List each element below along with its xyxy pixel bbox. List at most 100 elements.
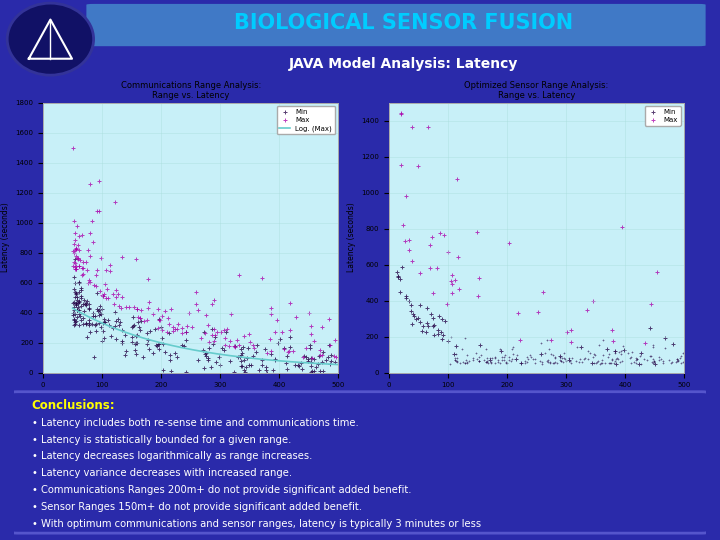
- Min: [181, 328, 192, 336]
- Min: [405, 301, 416, 309]
- Max: [153, 316, 164, 325]
- Point: [519, 359, 531, 367]
- Point: [503, 353, 515, 361]
- Min: [586, 358, 598, 367]
- Point: [647, 343, 658, 352]
- Max: [209, 336, 220, 345]
- Min: [68, 315, 80, 323]
- Max: [84, 252, 95, 260]
- Text: JAVA Model Analysis: Latency: JAVA Model Analysis: Latency: [289, 57, 518, 71]
- Min: [442, 336, 454, 345]
- Point: [579, 354, 590, 363]
- Max: [117, 293, 128, 302]
- Point: [588, 359, 599, 367]
- Min: [71, 312, 83, 321]
- Max: [314, 350, 325, 359]
- Max: [328, 352, 339, 361]
- Max: [107, 290, 119, 299]
- Point: [490, 353, 501, 362]
- Point: [671, 354, 683, 363]
- Min: [92, 307, 104, 315]
- Max: [94, 177, 105, 186]
- Max: [438, 231, 450, 239]
- Max: [153, 324, 164, 333]
- Min: [73, 306, 85, 314]
- Min: [89, 352, 100, 361]
- Point: [536, 358, 547, 367]
- Point: [629, 357, 640, 366]
- Min: [198, 328, 210, 336]
- Point: [494, 359, 505, 367]
- Max: [81, 266, 93, 275]
- Min: [90, 326, 102, 335]
- Min: [314, 367, 325, 375]
- Max: [532, 307, 544, 316]
- Min: [141, 340, 153, 348]
- Min: [150, 341, 162, 350]
- Ellipse shape: [7, 3, 94, 75]
- Max: [606, 326, 618, 334]
- Max: [130, 255, 142, 264]
- Point: [597, 335, 608, 344]
- Max: [297, 352, 308, 361]
- Max: [256, 274, 268, 282]
- Point: [482, 359, 494, 367]
- Point: [500, 358, 512, 367]
- Max: [412, 162, 423, 171]
- Point: [527, 354, 539, 363]
- Min: [110, 335, 122, 343]
- Min: [474, 341, 486, 349]
- Min: [68, 299, 79, 307]
- Min: [433, 312, 445, 320]
- Min: [495, 347, 507, 356]
- Min: [68, 272, 80, 281]
- Min: [229, 342, 240, 350]
- Min: [70, 320, 81, 328]
- Point: [507, 343, 518, 352]
- Max: [91, 271, 102, 280]
- Point: [603, 349, 615, 358]
- Min: [215, 361, 226, 369]
- Min: [69, 293, 81, 301]
- Min: [68, 298, 79, 307]
- Max: [84, 228, 96, 237]
- Max: [238, 331, 250, 340]
- Point: [467, 356, 478, 364]
- Max: [503, 239, 515, 248]
- Point: [486, 353, 498, 362]
- Min: [198, 364, 210, 373]
- Point: [451, 354, 463, 362]
- Min: [437, 330, 449, 339]
- Min: [70, 255, 81, 264]
- Max: [276, 328, 288, 336]
- Min: [94, 306, 105, 314]
- Min: [329, 357, 341, 366]
- Max: [84, 275, 95, 284]
- Point: [459, 358, 471, 367]
- Max: [266, 310, 277, 319]
- Max: [245, 338, 256, 346]
- Min: [130, 349, 142, 358]
- Text: • Latency includes both re-sense time and communications time.: • Latency includes both re-sense time an…: [32, 418, 359, 428]
- Legend: Min, Max: Min, Max: [644, 106, 680, 126]
- Point: [599, 359, 611, 368]
- Min: [98, 334, 109, 342]
- Log. (Max): [69, 306, 78, 312]
- Point: [648, 358, 660, 367]
- Min: [77, 319, 89, 328]
- Max: [225, 310, 237, 319]
- Max: [428, 289, 439, 298]
- Point: [557, 358, 569, 367]
- Point: [554, 353, 565, 361]
- Point: [522, 357, 534, 366]
- Max: [100, 294, 112, 302]
- Point: [450, 349, 462, 358]
- Max: [639, 339, 650, 347]
- Min: [284, 342, 296, 351]
- Max: [93, 207, 104, 215]
- Min: [165, 351, 176, 360]
- Min: [93, 310, 104, 319]
- Point: [657, 359, 668, 367]
- Log. (Max): [334, 361, 343, 368]
- Point: [631, 354, 643, 363]
